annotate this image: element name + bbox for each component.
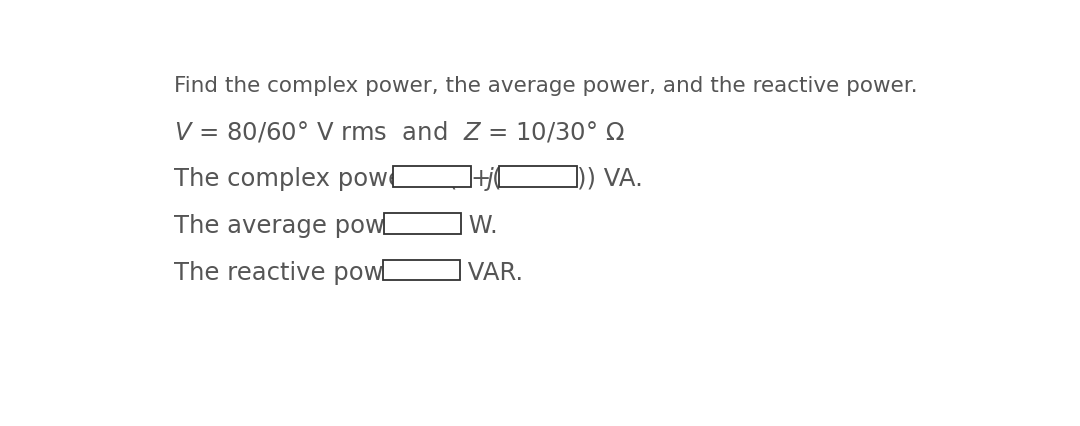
Text: $V$ = 80/60° V rms  and  $Z$ = 10/30° Ω: $V$ = 80/60° V rms and $Z$ = 10/30° Ω [174,119,624,144]
Bar [393,166,471,187]
Text: j: j [487,166,494,190]
Text: Find the complex power, the average power, and the reactive power.: Find the complex power, the average powe… [174,76,917,96]
Bar [383,214,461,235]
Text: The reactive power is: The reactive power is [174,260,443,284]
Bar [382,260,460,281]
Bar [499,166,577,187]
Text: (: ( [491,166,501,190]
Text: +: + [471,166,491,190]
Text: W.: W. [461,214,498,238]
Text: VAR.: VAR. [460,260,523,284]
Text: The average power is: The average power is [174,214,445,238]
Text: )) VA.: )) VA. [577,166,643,190]
Text: The complex power is (: The complex power is ( [174,166,457,190]
